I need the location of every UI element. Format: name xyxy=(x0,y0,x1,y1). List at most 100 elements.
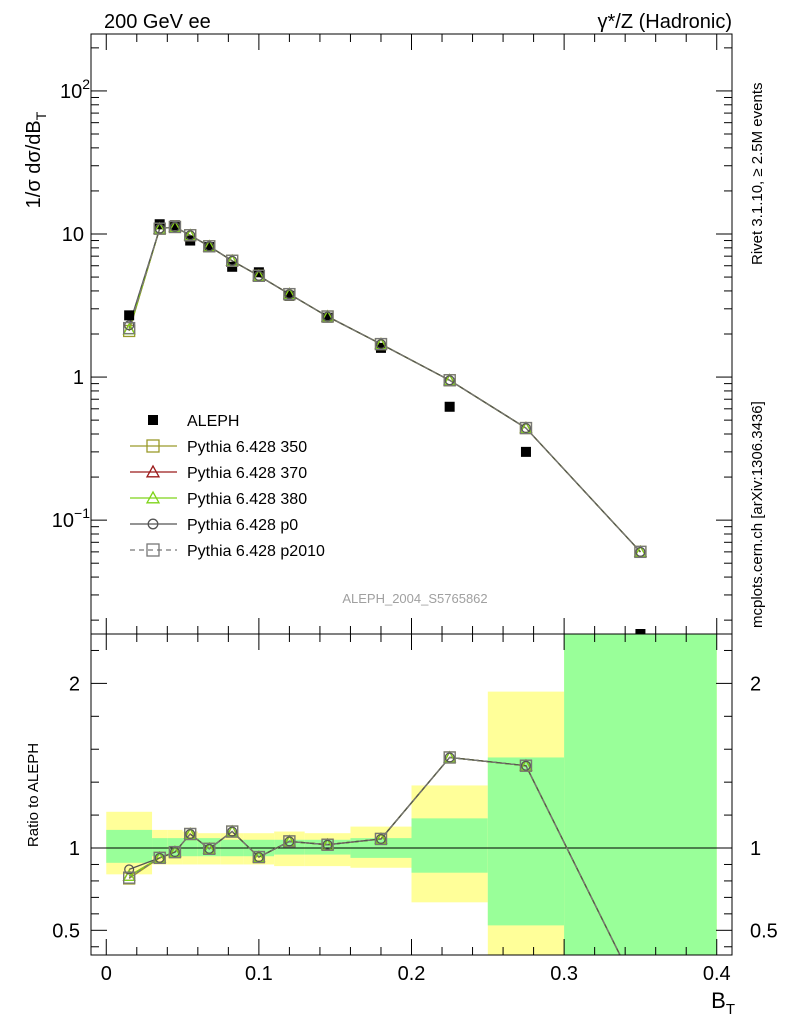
main-y-tick-label-base: 10 xyxy=(60,81,82,103)
x-tick-label: 0.4 xyxy=(703,963,731,985)
x-tick-label: 0.3 xyxy=(550,963,578,985)
x-tick-label: 0 xyxy=(101,963,112,985)
main-point-pythia-6-428-p2010 xyxy=(123,321,136,335)
ratio-y-tick-label: 1 xyxy=(69,838,80,860)
main-point-pythia-6-428-p0 xyxy=(444,375,455,386)
ratio-line-pythia-6-428-p2010 xyxy=(128,756,621,956)
ratio-point-pythia-6-428-p2010 xyxy=(283,835,296,848)
ratio-point-pythia-6-428-p2010 xyxy=(443,751,456,764)
main-point-pythia-6-428-p0 xyxy=(635,546,646,557)
main-point-pythia-6-428-p2010 xyxy=(153,222,166,235)
ratio-y-tick-label: 2 xyxy=(69,673,80,695)
legend-label-pythia-6-428-p0: Pythia 6.428 p0 xyxy=(187,517,298,534)
ratio-inner-band xyxy=(411,818,488,873)
main-point-pythia-6-428-p2010 xyxy=(252,269,266,282)
x-tick-label: 0.2 xyxy=(398,963,426,985)
legend-marker-aleph xyxy=(148,415,158,425)
x-tick-label: 0.1 xyxy=(245,963,273,985)
main-y-tick-label-exponent: 2 xyxy=(82,76,90,92)
x-axis-label-sub: T xyxy=(726,1001,735,1018)
main-point-pythia-6-428-p0 xyxy=(124,320,135,331)
main-point-pythia-6-428-p0 xyxy=(253,270,264,281)
legend-marker-pythia-6-428-350 xyxy=(146,439,160,453)
main-point-aleph xyxy=(204,242,215,253)
ratio-point-pythia-6-428-p2010 xyxy=(519,759,533,772)
main-y-tick-label-base: 1 xyxy=(73,367,84,389)
legend-label-aleph: ALEPH xyxy=(187,413,239,430)
main-point-aleph xyxy=(444,401,455,412)
ratio-point-pythia-6-428-p2010 xyxy=(168,845,182,859)
legend-marker-pythia-6-428-p2010 xyxy=(146,543,160,557)
ratio-point-pythia-6-428-p0 xyxy=(284,836,295,847)
ratio-y-tick-label-right: 2 xyxy=(750,673,761,695)
ratio-point-pythia-6-428-p2010 xyxy=(252,850,266,864)
main-y-tick-label-base: 10 xyxy=(62,224,84,246)
header-right-title: γ*/Z (Hadronic) xyxy=(598,11,732,33)
main-point-pythia-6-428-p0 xyxy=(284,289,295,300)
ratio-inner-band xyxy=(182,838,198,857)
ratio-point-pythia-6-428-p0 xyxy=(169,847,180,858)
ratio-series-lines xyxy=(128,756,621,956)
main-point-pythia-6-428-p2010 xyxy=(374,337,388,351)
main-point-pythia-6-428-p0 xyxy=(169,221,180,233)
main-point-aleph xyxy=(322,312,333,323)
main-y-tick-label: 10 xyxy=(62,224,84,246)
ratio-y-axis-label: Ratio to ALEPH xyxy=(25,743,42,847)
main-point-pythia-6-428-p2010 xyxy=(321,310,334,323)
ratio-point-pythia-6-428-p0 xyxy=(154,852,165,863)
ratio-uncertainty-bands xyxy=(106,634,717,955)
legend-label-pythia-6-428-370: Pythia 6.428 370 xyxy=(187,465,307,482)
rivet-version-note: Rivet 3.1.10, ≥ 2.5M events xyxy=(749,83,766,266)
x-axis-label-main: B xyxy=(711,988,726,1013)
ratio-point-pythia-6-428-p2010 xyxy=(153,851,166,865)
main-y-tick-label-exponent: −1 xyxy=(74,505,90,521)
ratio-ticks xyxy=(91,634,732,955)
x-tick-labels: 0 0.1 0.2 0.3 0.4 xyxy=(101,963,731,985)
main-y-tick-label: 102 xyxy=(60,76,90,103)
ratio-inner-band xyxy=(304,839,351,855)
main-point-aleph xyxy=(253,267,264,278)
main-point-aleph xyxy=(124,310,135,321)
header-left-title: 200 GeV ee xyxy=(104,11,211,33)
ratio-point-pythia-6-428-p2010 xyxy=(226,825,239,838)
ratio-point-pythia-6-428-p0 xyxy=(322,839,333,850)
main-point-pythia-6-428-p0 xyxy=(204,241,215,252)
main-point-aleph xyxy=(169,220,180,231)
main-point-pythia-6-428-p2010 xyxy=(519,421,533,435)
main-y-axis-label: 1/σ dσ/dBT xyxy=(23,111,49,208)
main-series-markers xyxy=(122,219,648,639)
main-y-axis-label-sub: T xyxy=(33,111,49,120)
ratio-point-pythia-6-428-p0 xyxy=(520,760,532,771)
main-y-tick-label: 10−1 xyxy=(52,505,90,532)
main-point-pythia-6-428-p2010 xyxy=(184,229,197,242)
mcplots-credit: mcplots.cern.ch [arXiv:1306.3436] xyxy=(749,401,766,628)
legend-marker-pythia-6-428-370 xyxy=(145,464,161,478)
ratio-point-pythia-6-428-p0 xyxy=(124,864,135,875)
ratio-point-pythia-6-428-p0 xyxy=(185,828,196,840)
ratio-point-pythia-6-428-p0 xyxy=(444,752,455,763)
main-y-tick-label: 1 xyxy=(73,367,84,389)
ratio-inner-band xyxy=(487,757,565,926)
main-point-pythia-6-428-p2010 xyxy=(203,240,216,253)
main-ticks xyxy=(91,34,732,634)
analysis-watermark: ALEPH_2004_S5765862 xyxy=(342,591,487,606)
legend-marker-pythia-6-428-p0 xyxy=(147,518,159,530)
x-axis-label: BT xyxy=(711,988,735,1018)
main-point-pythia-6-428-p0 xyxy=(154,223,165,234)
ratio-point-pythia-6-428-p2010 xyxy=(203,842,216,855)
main-point-pythia-6-428-p0 xyxy=(375,339,387,350)
main-point-pythia-6-428-p2010 xyxy=(168,220,182,234)
ratio-y-tick-labels: 0.5 0.5 1 1 2 2 xyxy=(52,673,778,942)
main-point-pythia-6-428-p2010 xyxy=(634,545,647,559)
ratio-inner-band xyxy=(152,838,168,857)
main-point-pythia-6-428-p0 xyxy=(185,230,196,241)
main-point-pythia-6-428-p0 xyxy=(520,423,532,434)
legend: ALEPH Pythia 6.428 350 Pythia 6.428 370 Pyt… xyxy=(130,413,325,560)
ratio-y-tick-label: 0.5 xyxy=(52,920,80,942)
ratio-point-pythia-6-428-p2010 xyxy=(321,838,334,851)
main-y-axis-label-main: 1/σ dσ/dB xyxy=(23,120,45,208)
ratio-point-pythia-6-428-p0 xyxy=(375,833,387,844)
legend-label-pythia-6-428-350: Pythia 6.428 350 xyxy=(187,439,307,456)
